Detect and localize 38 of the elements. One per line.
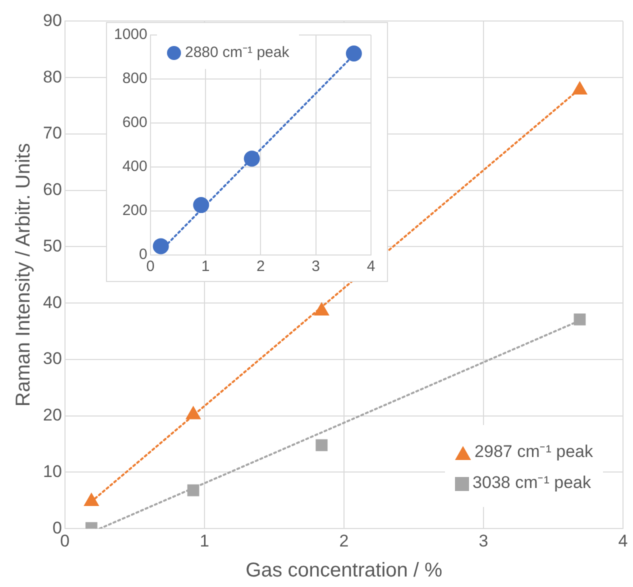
point	[346, 45, 362, 62]
x-tick-label: 3	[478, 531, 488, 550]
point	[193, 197, 210, 214]
y-tick-label: 200	[122, 202, 148, 220]
y-tick-label: 400	[122, 158, 148, 176]
point	[187, 484, 200, 496]
x-tick-label: 4	[366, 258, 376, 276]
y-tick-label: 50	[42, 236, 62, 256]
y-tick-label: 1000	[114, 26, 148, 44]
legend-label: 2880 cm⁻¹ peak	[185, 44, 290, 61]
y-tick-label: 0	[52, 518, 62, 538]
y-tick-label: 40	[42, 292, 62, 312]
y-tick-label: 60	[42, 180, 62, 200]
x-tick-label: 1	[201, 258, 210, 276]
y-tick-label: 80	[42, 67, 62, 86]
y-tick-label: 800	[122, 70, 148, 88]
x-tick-label: 2	[256, 258, 265, 276]
legend-label: 2987 cm⁻¹ peak	[474, 442, 593, 461]
point	[84, 494, 98, 506]
y-tick-label: 20	[42, 406, 62, 425]
point	[152, 238, 169, 254]
y-tick-label: 70	[42, 124, 62, 143]
legend-label: 3038 cm⁻¹ peak	[472, 473, 591, 492]
y-axis-title: Raman Intensity / Arbitr. Units	[12, 143, 35, 407]
point	[572, 82, 587, 94]
y-tick-label: 30	[42, 349, 62, 368]
y-tick-label: 0	[139, 246, 148, 264]
x-axis-title: Gas concentration / %	[246, 560, 443, 582]
point	[244, 150, 260, 167]
point	[186, 406, 200, 420]
y-tick-label: 90	[42, 10, 62, 30]
y-tick-label: 600	[122, 114, 148, 132]
point	[314, 302, 329, 316]
x-tick-label: 2	[339, 531, 349, 550]
y-tick-label: 10	[42, 462, 62, 481]
x-tick-label: 4	[618, 531, 628, 550]
x-tick-label: 1	[200, 531, 210, 550]
x-tick-label: 3	[312, 258, 320, 276]
